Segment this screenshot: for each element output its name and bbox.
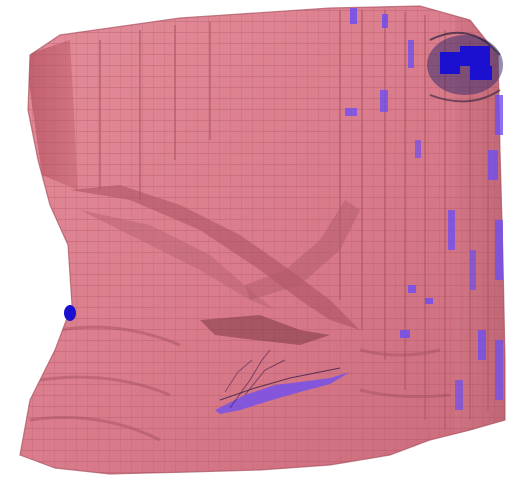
blue-highlight-patches <box>64 8 503 414</box>
